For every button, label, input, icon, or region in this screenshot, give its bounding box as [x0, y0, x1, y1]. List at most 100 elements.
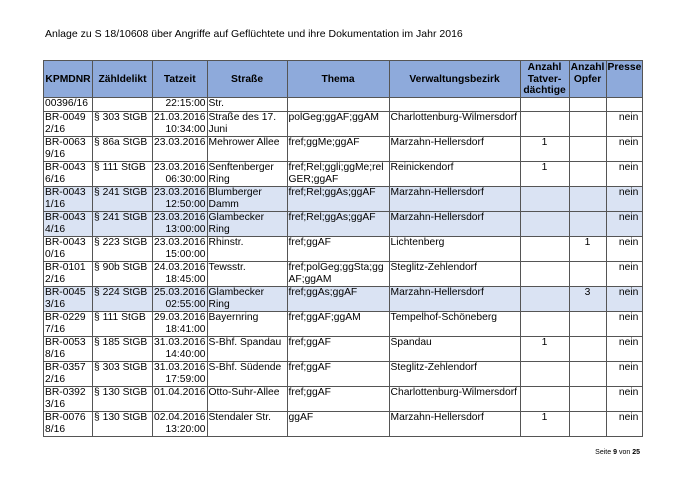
cell-thema: fref;ggAF	[286, 235, 390, 262]
cell-thema: fref;ggMe;ggAF	[286, 135, 390, 162]
cell-bezirk: Steglitz-Zehlendorf	[388, 260, 521, 287]
table-row: BR-00434/16 § 241 StGB 23.03.2016 13:00:00 G…	[43, 210, 644, 237]
cell-delikt: § 130 StGB	[92, 385, 153, 412]
cell-thema: fref;polGeg;ggSta;ggAF;ggAM	[286, 260, 390, 287]
date: 29.03.2016	[154, 311, 206, 323]
cell-thema: ggAF	[286, 410, 390, 437]
cell-opfer: 1	[568, 235, 607, 262]
col-opfer: Anzahl Opfer	[568, 60, 607, 98]
cell-tatverdaechtige	[519, 110, 570, 137]
time: 12:50:00	[165, 198, 206, 210]
cell-presse: nein	[605, 210, 644, 237]
cell-tatzeit: 23.03.2016 12:50:00	[152, 185, 208, 212]
cell-tatzeit: 31.03.2016 17:59:00	[152, 360, 208, 387]
cell-tatverdaechtige	[519, 185, 570, 212]
cell-tatverdaechtige	[519, 210, 570, 237]
cell-tatverdaechtige	[519, 360, 570, 387]
cell-strasse: S-Bhf. Spandau	[206, 335, 288, 362]
cell-presse: nein	[605, 285, 644, 312]
cell-delikt: § 241 StGB	[92, 185, 153, 212]
date: 23.03.2016	[154, 186, 206, 198]
page-title: Anlage zu S 18/10608 über Angriffe auf G…	[45, 28, 463, 40]
date: 24.03.2016	[154, 261, 206, 273]
cell-presse: nein	[605, 335, 644, 362]
cell-delikt: § 241 StGB	[92, 210, 153, 237]
cell-delikt: § 223 StGB	[92, 235, 153, 262]
date: 23.03.2016	[154, 161, 206, 173]
cell-thema: polGeg;ggAF;ggAM	[286, 110, 390, 137]
col-bezirk: Verwaltungsbezirk	[388, 60, 521, 98]
cell-kpmdnr: BR-00768/16	[43, 410, 93, 437]
cell-tatzeit: 01.04.2016	[152, 385, 208, 412]
cell-tatzeit: 24.03.2016 18:45:00	[152, 260, 208, 287]
cell-opfer	[568, 96, 607, 112]
cell-tatverdaechtige	[519, 260, 570, 287]
cell-presse: nein	[605, 135, 644, 162]
cell-opfer	[568, 335, 607, 362]
date: 23.03.2016	[154, 136, 206, 148]
date: 31.03.2016	[154, 361, 206, 373]
date: 02.04.2016	[154, 411, 206, 423]
cell-tatzeit: 23.03.2016	[152, 135, 208, 162]
cell-opfer	[568, 310, 607, 337]
cell-tatzeit: 31.03.2016 14:40:00	[152, 335, 208, 362]
cell-bezirk: Lichtenberg	[388, 235, 521, 262]
cell-tatzeit: 29.03.2016 18:41:00	[152, 310, 208, 337]
cell-kpmdnr: BR-01012/16	[43, 260, 93, 287]
time: 14:40:00	[165, 348, 206, 360]
cell-delikt: § 111 StGB	[92, 160, 153, 187]
cell-tatverdaechtige: 1	[519, 135, 570, 162]
cell-thema: fref;Rel;ggAs;ggAF	[286, 210, 390, 237]
cell-kpmdnr: BR-00431/16	[43, 185, 93, 212]
cell-strasse: Glambecker Ring	[206, 210, 288, 237]
cell-bezirk: Marzahn-Hellersdorf	[388, 210, 521, 237]
cell-presse: nein	[605, 185, 644, 212]
cell-presse: nein	[605, 160, 644, 187]
table-row: BR-00639/16 § 86a StGB 23.03.2016 Mehrower …	[43, 135, 644, 162]
cell-tatverdaechtige	[519, 310, 570, 337]
cell-strasse: Str.	[206, 96, 288, 112]
table-row: BR-01012/16 § 90b StGB 24.03.2016 18:45:00 T…	[43, 260, 644, 287]
col-presse: Presse	[605, 60, 644, 98]
cell-strasse: Tewsstr.	[206, 260, 288, 287]
page-footer: Seite 9 von 25	[595, 449, 640, 456]
cell-strasse: Straße des 17. Juni	[206, 110, 288, 137]
cell-opfer	[568, 160, 607, 187]
col-tatzeit: Tatzeit	[152, 60, 208, 98]
cell-bezirk: Charlottenburg-Wilmersdorf	[388, 385, 521, 412]
cell-presse: nein	[605, 235, 644, 262]
cell-delikt	[92, 96, 153, 112]
cell-thema: fref;ggAF	[286, 360, 390, 387]
time: 18:45:00	[165, 273, 206, 285]
table-row: BR-00538/16 § 185 StGB 31.03.2016 14:40:00 S…	[43, 335, 644, 362]
cell-bezirk: Spandau	[388, 335, 521, 362]
cell-kpmdnr: BR-03923/16	[43, 385, 93, 412]
cell-opfer	[568, 110, 607, 137]
cell-opfer	[568, 135, 607, 162]
col-tatverdaechtige: Anzahl Tatver-dächtige	[519, 60, 570, 98]
cell-strasse: Rhinstr.	[206, 235, 288, 262]
time: 18:41:00	[165, 323, 206, 335]
cell-delikt: § 130 StGB	[92, 410, 153, 437]
date: 01.04.2016	[154, 386, 206, 398]
cell-strasse: Otto-Suhr-Allee	[206, 385, 288, 412]
cell-opfer	[568, 210, 607, 237]
col-thema: Thema	[286, 60, 390, 98]
cell-presse	[605, 96, 644, 112]
table-row: BR-00768/16 § 130 StGB 02.04.2016 13:20:00 S…	[43, 410, 644, 437]
table-row: BR-00436/16 § 111 StGB 23.03.2016 06:30:00 S…	[43, 160, 644, 187]
cell-tatverdaechtige: 1	[519, 410, 570, 437]
date: 25.03.2016	[154, 286, 206, 298]
cell-presse: nein	[605, 110, 644, 137]
cell-kpmdnr: BR-00492/16	[43, 110, 93, 137]
cell-thema: fref;Rel;ggli;ggMe;relGER;ggAF	[286, 160, 390, 187]
cell-tatzeit: 23.03.2016 06:30:00	[152, 160, 208, 187]
table-row: BR-00430/16 § 223 StGB 23.03.2016 15:00:00 R…	[43, 235, 644, 262]
date: 23.03.2016	[154, 236, 206, 248]
cell-delikt: § 303 StGB	[92, 360, 153, 387]
cell-kpmdnr: BR-00538/16	[43, 335, 93, 362]
cell-opfer	[568, 260, 607, 287]
cell-opfer: 3	[568, 285, 607, 312]
table-header: KPMDNR Zähldelikt Tatzeit Straße Thema V…	[43, 60, 644, 98]
cell-thema: fref;ggAs;ggAF	[286, 285, 390, 312]
